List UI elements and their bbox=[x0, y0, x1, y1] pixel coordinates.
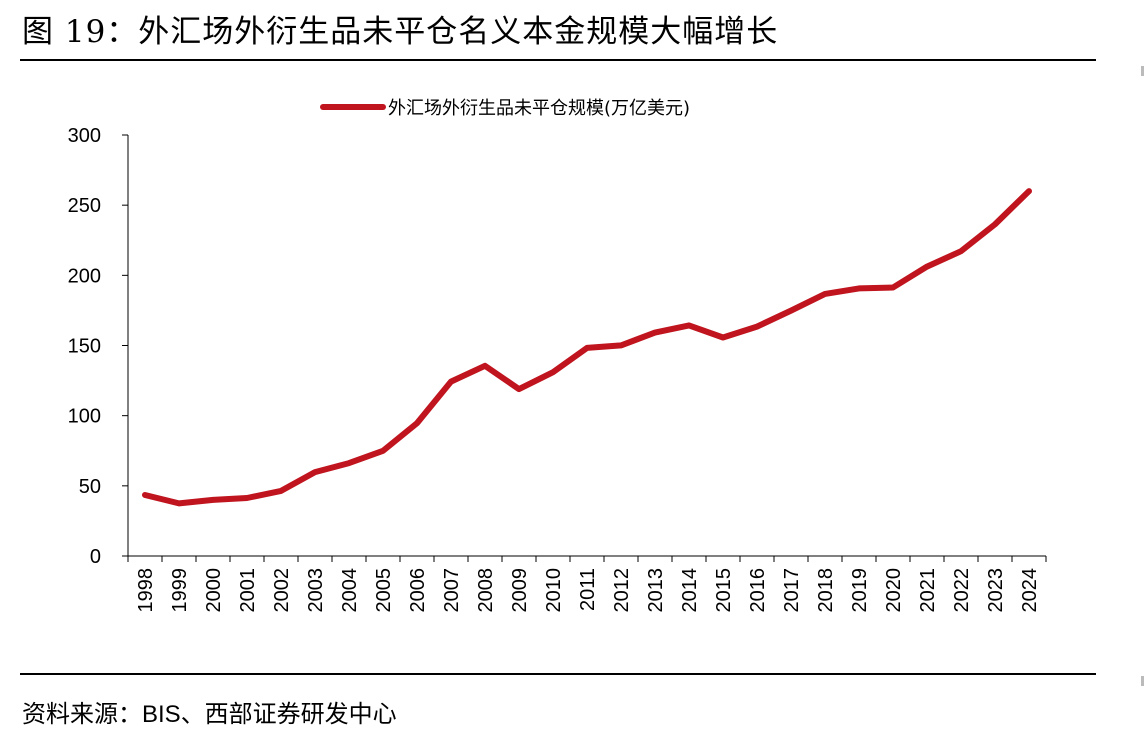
series-points bbox=[144, 191, 1030, 504]
y-tick-label: 0 bbox=[90, 546, 101, 568]
x-tick-label: 2007 bbox=[441, 568, 463, 613]
x-tick-label: 2001 bbox=[237, 568, 259, 613]
edge-mark bbox=[1141, 676, 1144, 686]
x-tick-label: 2024 bbox=[1019, 568, 1041, 613]
x-tick-label: 2011 bbox=[577, 568, 599, 611]
x-tick-label: 2006 bbox=[407, 568, 429, 613]
x-tick-label: 1998 bbox=[135, 568, 157, 613]
x-tick-label: 2000 bbox=[203, 568, 225, 613]
top-rule bbox=[20, 59, 1096, 61]
x-tick-label: 2019 bbox=[849, 568, 871, 613]
x-tick-label: 2021 bbox=[917, 568, 939, 613]
x-tick-label: 2008 bbox=[475, 568, 497, 613]
y-tick-label: 100 bbox=[68, 406, 101, 428]
x-tick-label: 2014 bbox=[679, 568, 701, 613]
x-tick-label: 2012 bbox=[611, 568, 633, 613]
x-tick-label: 2002 bbox=[271, 568, 293, 613]
y-tick-label: 200 bbox=[68, 265, 101, 287]
x-tick-label: 2018 bbox=[815, 568, 837, 613]
x-tick-label: 2009 bbox=[509, 568, 531, 613]
x-tick-label: 2023 bbox=[985, 568, 1007, 613]
axes bbox=[122, 134, 1047, 562]
series-line bbox=[142, 188, 1032, 507]
x-tick-label: 2004 bbox=[339, 568, 361, 613]
x-tick-label: 2005 bbox=[373, 568, 395, 613]
x-tick-label: 1999 bbox=[169, 568, 191, 613]
source-prefix: 资料来源： bbox=[22, 700, 142, 728]
source-note: 资料来源：BIS、西部证券研发中心 bbox=[22, 694, 397, 729]
edge-mark bbox=[1141, 66, 1144, 76]
legend: 外汇场外衍生品未平仓规模(万亿美元) bbox=[320, 98, 690, 119]
figure-title: 图 19：外汇场外衍生品未平仓名义本金规模大幅增长 bbox=[22, 14, 779, 50]
x-tick-label: 2017 bbox=[781, 568, 803, 613]
y-tick-labels: 0 50 100 150 200 250 300 bbox=[68, 125, 101, 568]
y-tick-label: 300 bbox=[68, 125, 101, 147]
x-tick-label: 2003 bbox=[305, 568, 327, 613]
source-bis: BIS bbox=[142, 701, 181, 728]
x-tick-label: 2010 bbox=[543, 568, 565, 613]
x-tick-label: 2020 bbox=[883, 568, 905, 613]
y-tick-label: 50 bbox=[79, 476, 101, 498]
x-tick-label: 2022 bbox=[951, 568, 973, 613]
bottom-rule bbox=[20, 673, 1096, 675]
y-tick-label: 150 bbox=[68, 336, 101, 358]
x-tick-label: 2015 bbox=[713, 568, 735, 613]
x-tick-labels: 1998 1999 2000 2001 2002 2003 2004 2005 2006 2007… bbox=[135, 568, 1041, 613]
y-tick-label: 250 bbox=[68, 195, 101, 217]
legend-label: 外汇场外衍生品未平仓规模(万亿美元) bbox=[388, 98, 690, 119]
source-suffix: 、西部证券研发中心 bbox=[180, 700, 397, 728]
x-tick-label: 2013 bbox=[645, 568, 667, 613]
x-tick-label: 2016 bbox=[747, 568, 769, 613]
